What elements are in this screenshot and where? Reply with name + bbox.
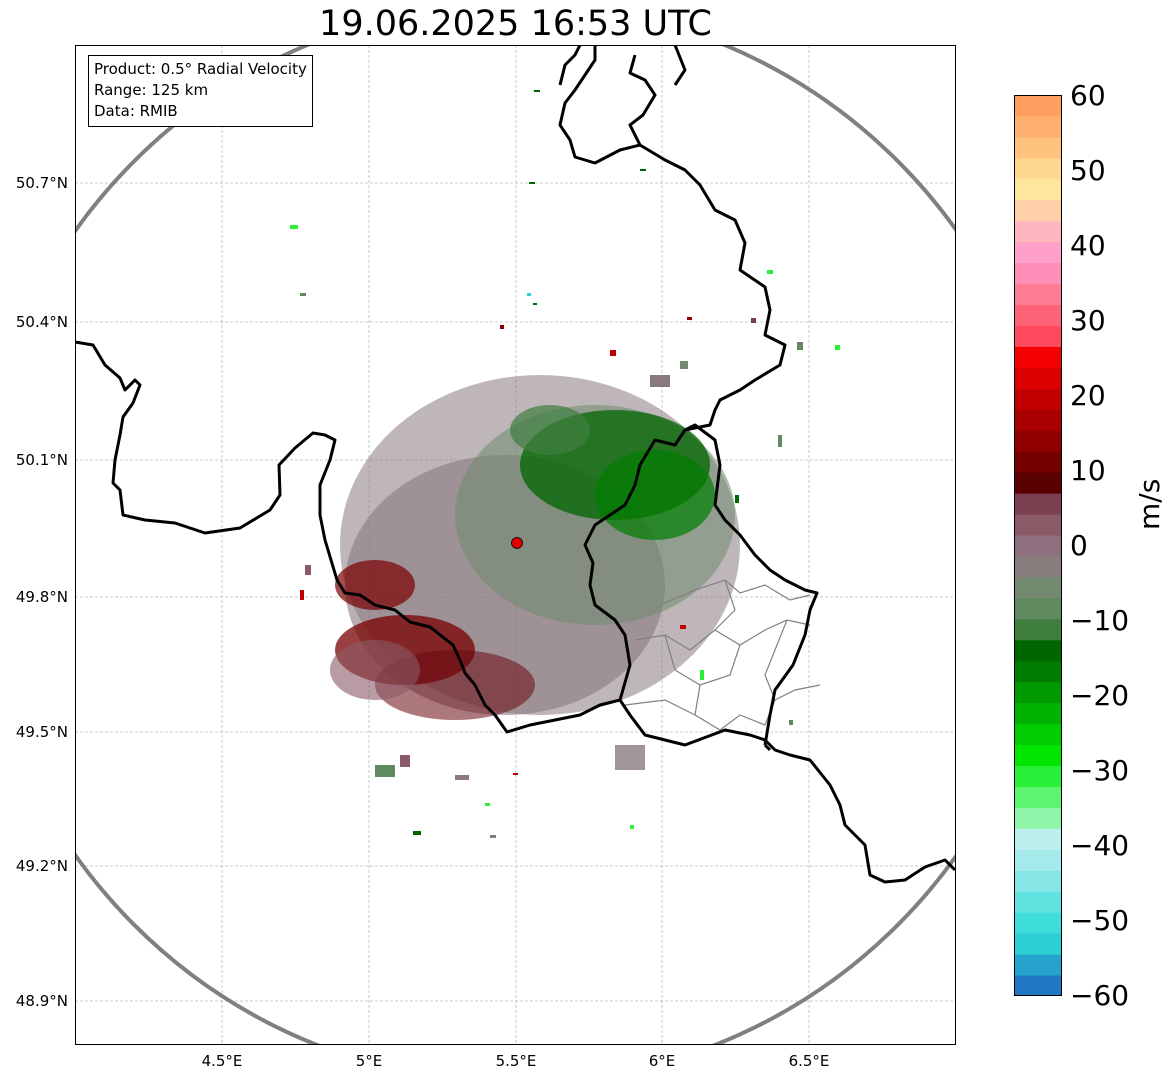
lat-tick: 49.8°N xyxy=(15,588,68,606)
colorbar-band xyxy=(1014,346,1062,368)
colorbar-tick: 30 xyxy=(1070,304,1106,337)
colorbar-tick: −10 xyxy=(1070,604,1130,637)
colorbar-band xyxy=(1014,660,1062,683)
colorbar-tick: −20 xyxy=(1070,679,1130,712)
colorbar-band xyxy=(1014,723,1062,746)
colorbar-tick: 20 xyxy=(1070,379,1106,412)
info-box: Product: 0.5° Radial Velocity Range: 125… xyxy=(88,55,313,127)
colorbar-band xyxy=(1014,576,1062,599)
colorbar-band xyxy=(1014,283,1062,306)
colorbar-band xyxy=(1014,639,1062,662)
colorbar-band xyxy=(1014,136,1062,159)
colorbar-band xyxy=(1014,157,1062,180)
colorbar-band xyxy=(1014,430,1062,452)
colorbar-band xyxy=(1014,493,1062,515)
colorbar-tick: −50 xyxy=(1070,904,1130,937)
radar-echoes xyxy=(290,90,840,838)
colorbar-tick: −60 xyxy=(1070,979,1130,1012)
lon-tick: 6.5°E xyxy=(788,1052,830,1070)
chart-title: 19.06.2025 16:53 UTC xyxy=(319,4,712,44)
colorbar-band xyxy=(1014,262,1062,285)
colorbar-band xyxy=(1014,325,1062,347)
colorbar-band xyxy=(1014,367,1062,389)
colorbar-band xyxy=(1014,95,1062,117)
colorbar-band xyxy=(1014,702,1062,725)
colorbar-band xyxy=(1014,933,1062,955)
product-label: Product: 0.5° Radial Velocity xyxy=(94,60,307,78)
colorbar-tick: 0 xyxy=(1070,529,1088,562)
radar-site-marker xyxy=(511,537,523,549)
colorbar-tick: 40 xyxy=(1070,229,1106,262)
colorbar-tick: −40 xyxy=(1070,829,1130,862)
colorbar-tick: 60 xyxy=(1070,79,1106,112)
lon-tick: 6°E xyxy=(648,1052,676,1070)
colorbar-band xyxy=(1014,409,1062,431)
colorbar-band xyxy=(1014,849,1062,871)
colorbar-band xyxy=(1014,304,1062,326)
colorbar-tick: 10 xyxy=(1070,454,1106,487)
colorbar-band xyxy=(1014,241,1062,264)
lon-tick: 5.5°E xyxy=(495,1052,537,1070)
velocity-colorbar xyxy=(1014,95,1062,996)
colorbar-band xyxy=(1014,912,1062,934)
data-source-label: Data: RMIB xyxy=(94,102,178,120)
lat-tick: 50.7°N xyxy=(15,174,68,192)
national-borders xyxy=(75,45,956,884)
colorbar-band xyxy=(1014,765,1062,787)
colorbar-tick: −30 xyxy=(1070,754,1130,787)
lon-tick: 4.5°E xyxy=(201,1052,243,1070)
colorbar-band xyxy=(1014,786,1062,808)
colorbar-band xyxy=(1014,597,1062,620)
lat-tick: 49.2°N xyxy=(15,857,68,875)
colorbar-band xyxy=(1014,388,1062,410)
lat-tick: 49.5°N xyxy=(15,723,68,741)
colorbar-band xyxy=(1014,870,1062,892)
lat-tick: 48.9°N xyxy=(15,992,68,1010)
colorbar-band xyxy=(1014,220,1062,243)
colorbar-band xyxy=(1014,954,1062,976)
lat-tick: 50.1°N xyxy=(15,451,68,469)
colorbar-band xyxy=(1014,178,1062,201)
colorbar-band xyxy=(1014,555,1062,578)
colorbar-band xyxy=(1014,807,1062,829)
colorbar-band xyxy=(1014,535,1062,557)
colorbar-band xyxy=(1014,681,1062,704)
colorbar-band xyxy=(1014,451,1062,473)
colorbar-band xyxy=(1014,199,1062,222)
colorbar-band xyxy=(1014,472,1062,494)
colorbar-tick: 50 xyxy=(1070,154,1106,187)
admin-boundaries xyxy=(624,579,821,731)
range-label: Range: 125 km xyxy=(94,81,209,99)
colorbar-band xyxy=(1014,744,1062,767)
lat-tick: 50.4°N xyxy=(15,313,68,331)
lon-tick: 5°E xyxy=(355,1052,383,1070)
radar-map[interactable] xyxy=(75,45,956,1045)
colorbar-unit-label: m/s xyxy=(1133,478,1166,530)
colorbar-band xyxy=(1014,514,1062,536)
colorbar-band xyxy=(1014,618,1062,641)
colorbar-band xyxy=(1014,115,1062,138)
colorbar-band xyxy=(1014,891,1062,913)
colorbar-band xyxy=(1014,828,1062,850)
colorbar-band xyxy=(1014,975,1062,996)
colorbar-frame xyxy=(1014,95,1062,996)
